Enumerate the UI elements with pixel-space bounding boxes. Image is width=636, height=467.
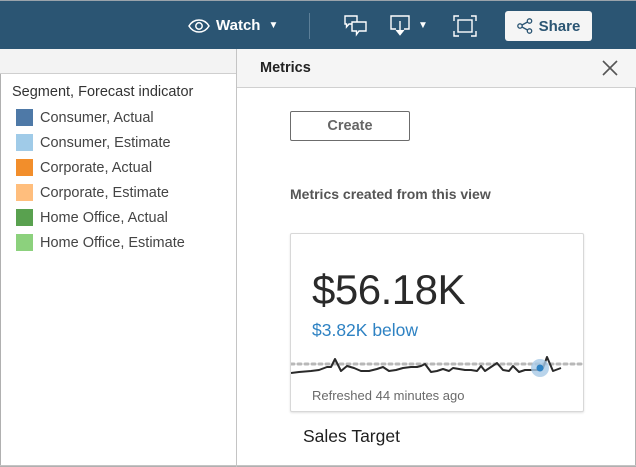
- top-toolbar: Watch ▼ ▼ Share: [0, 0, 636, 49]
- legend-item-corporate-actual[interactable]: Corporate, Actual: [12, 155, 193, 180]
- legend-swatch: [16, 234, 33, 251]
- caret-down-icon: ▼: [268, 20, 279, 31]
- share-icon: [516, 18, 532, 34]
- legend-item-label: Consumer, Estimate: [40, 134, 171, 151]
- legend-item-home-office-actual[interactable]: Home Office, Actual: [12, 205, 193, 230]
- left-pane-header: [0, 49, 237, 74]
- legend-item-label: Corporate, Estimate: [40, 184, 169, 201]
- create-metric-button[interactable]: Create: [290, 111, 410, 141]
- legend-swatch: [16, 109, 33, 126]
- bottom-border: [0, 465, 636, 466]
- legend-item-label: Home Office, Actual: [40, 209, 168, 226]
- legend-swatch: [16, 209, 33, 226]
- metric-card[interactable]: $56.18K $3.82K below Refreshed 44 minute…: [290, 233, 584, 412]
- watch-button[interactable]: Watch ▼: [188, 1, 278, 50]
- comments-button[interactable]: [344, 1, 368, 50]
- current-value-dot: [536, 364, 544, 372]
- metrics-panel-header: Metrics: [237, 49, 636, 88]
- color-legend: Segment, Forecast indicator Consumer, Ac…: [12, 84, 193, 255]
- panel-title: Metrics: [260, 60, 311, 76]
- legend-swatch: [16, 184, 33, 201]
- eye-icon: [188, 18, 210, 33]
- section-label: Metrics created from this view: [290, 186, 491, 202]
- refreshed-timestamp: Refreshed 44 minutes ago: [312, 388, 465, 403]
- download-icon: [390, 14, 410, 36]
- legend-item-home-office-estimate[interactable]: Home Office, Estimate: [12, 230, 193, 255]
- share-button[interactable]: Share: [505, 11, 592, 41]
- fullscreen-button[interactable]: [453, 1, 477, 50]
- legend-item-consumer-estimate[interactable]: Consumer, Estimate: [12, 130, 193, 155]
- legend-swatch: [16, 134, 33, 151]
- legend-item-label: Corporate, Actual: [40, 159, 153, 176]
- pane-divider[interactable]: [236, 49, 237, 467]
- sparkline-path: [291, 356, 562, 374]
- legend-item-label: Consumer, Actual: [40, 109, 154, 126]
- legend-swatch: [16, 159, 33, 176]
- caret-down-icon: ▼: [418, 20, 428, 31]
- comments-icon: [344, 14, 367, 37]
- metric-value: $56.18K: [312, 266, 465, 313]
- legend-title: Segment, Forecast indicator: [12, 84, 194, 100]
- legend-item-label: Home Office, Estimate: [40, 234, 185, 251]
- sparkline-chart: [291, 356, 583, 377]
- legend-item-consumer-actual[interactable]: Consumer, Actual: [12, 105, 193, 130]
- share-label: Share: [538, 17, 581, 35]
- toolbar-separator: [309, 13, 310, 39]
- fullscreen-icon: [453, 14, 477, 37]
- watch-label: Watch: [216, 17, 261, 34]
- metric-delta: $3.82K below: [312, 320, 419, 340]
- legend-item-corporate-estimate[interactable]: Corporate, Estimate: [12, 180, 193, 205]
- metric-name[interactable]: Sales Target: [303, 426, 400, 446]
- download-button[interactable]: ▼: [390, 1, 428, 50]
- close-icon[interactable]: [600, 58, 620, 78]
